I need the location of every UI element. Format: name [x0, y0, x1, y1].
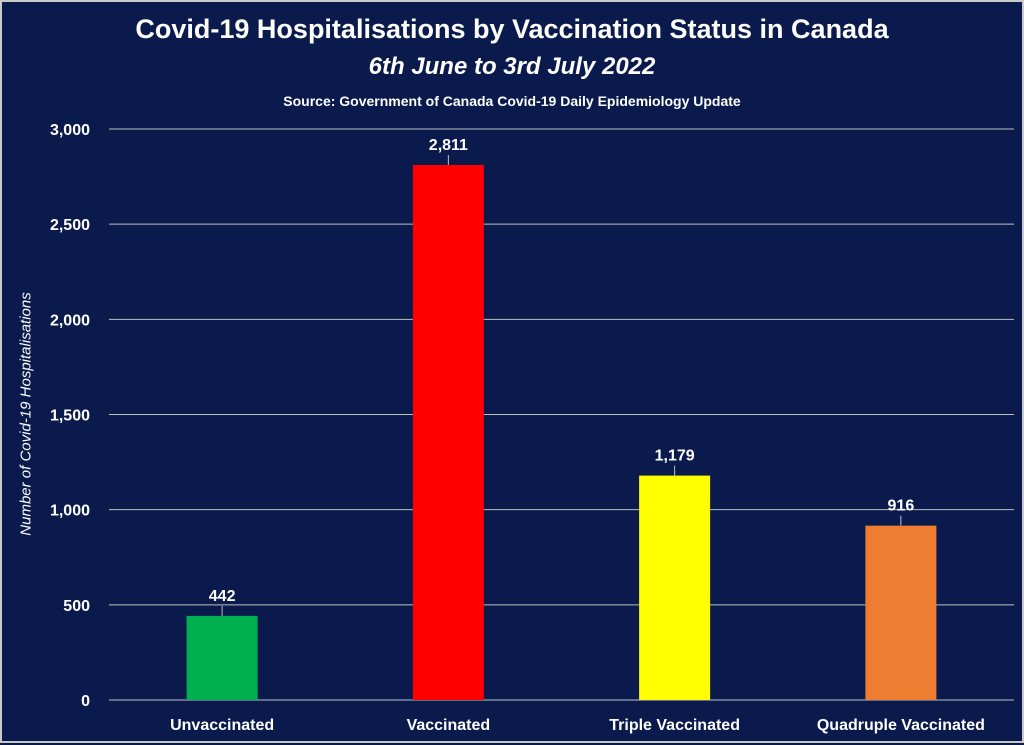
x-tick-label: Vaccinated [407, 717, 491, 734]
data-label: 916 [888, 498, 915, 515]
y-tick-label: 2,500 [50, 217, 90, 234]
y-tick-label: 3,000 [50, 122, 90, 139]
y-tick-label: 0 [81, 693, 90, 710]
chart-source: Source: Government of Canada Covid-19 Da… [283, 93, 741, 109]
data-label: 1,179 [655, 448, 695, 465]
data-label: 442 [209, 588, 236, 605]
bar [412, 164, 484, 700]
chart-subtitle: 6th June to 3rd July 2022 [368, 53, 656, 80]
data-label: 2,811 [429, 137, 468, 154]
bar [639, 475, 711, 700]
x-tick-label: Unvaccinated [170, 717, 274, 734]
x-tick-label: Quadruple Vaccinated [817, 717, 985, 734]
x-tick-label: Triple Vaccinated [609, 717, 740, 734]
bar [186, 615, 258, 700]
chart-title: Covid-19 Hospitalisations by Vaccination… [135, 14, 889, 44]
y-tick-label: 1,000 [50, 503, 90, 520]
bar [865, 525, 937, 700]
y-tick-label: 2,000 [50, 312, 90, 329]
y-tick-label: 500 [63, 598, 90, 615]
y-tick-label: 1,500 [50, 408, 90, 425]
